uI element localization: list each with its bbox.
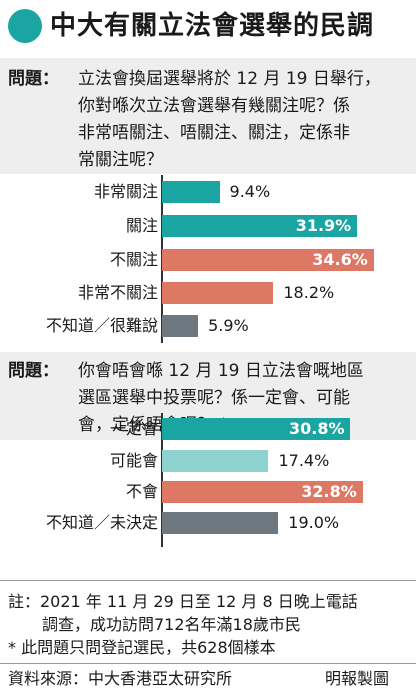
- category-label: 不知道／未決定: [45, 513, 158, 532]
- value-label: 18.2%: [283, 283, 335, 302]
- bar: [162, 512, 279, 534]
- category-label: 關注: [125, 216, 158, 235]
- question-1-text: 立法會換屆選舉將於 12 月 19 日舉行， 你對喺次立法會選舉有幾關注呢？係 …: [78, 66, 410, 174]
- notes-divider: [0, 580, 416, 581]
- category-label: 非常不關注: [77, 283, 158, 302]
- bar: [162, 481, 363, 503]
- bar: [162, 315, 199, 337]
- source-text: 資料來源：中大香港亞太研究所: [8, 669, 233, 688]
- value-label: 30.8%: [288, 419, 345, 438]
- source-divider: [0, 663, 416, 664]
- chart-axis-line: [161, 413, 163, 547]
- note-survey-date: 註：2021 年 11 月 29 日至 12 月 8 日晚上電話: [8, 592, 358, 611]
- value-label: 9.4%: [229, 182, 271, 201]
- value-label: 5.9%: [208, 316, 249, 335]
- credit-text: 明報製圖: [325, 669, 390, 688]
- value-label: 19.0%: [288, 513, 340, 532]
- question-1-line: 你對喺次立法會選舉有幾關注呢？係: [78, 96, 350, 116]
- value-label: 17.4%: [278, 451, 330, 470]
- question-1-line: 非常唔關注、唔關注、關注，定係非: [78, 123, 350, 143]
- question-1-panel: 問題： 立法會換屆選舉將於 12 月 19 日舉行， 你對喺次立法會選舉有幾關注…: [0, 58, 416, 174]
- note-sample: 調查，成功訪問712名年滿18歲市民: [42, 615, 301, 634]
- question-1-line: 立法會換屆選舉將於 12 月 19 日舉行，: [78, 69, 381, 89]
- bar: [162, 418, 351, 440]
- category-label: 一定會: [109, 419, 158, 438]
- bar: [162, 215, 358, 237]
- question-2-line: 選區選舉中投票呢？係一定會、可能: [78, 388, 350, 408]
- bar: [162, 249, 374, 271]
- value-label: 31.9%: [295, 216, 352, 235]
- question-1-line: 常關注呢？: [78, 150, 163, 170]
- chart-axis-line: [161, 175, 163, 343]
- header: 中大有關立法會選舉的民調: [0, 0, 416, 52]
- title-dot-icon: [8, 9, 42, 43]
- category-label: 不知道／很難說: [45, 316, 158, 335]
- category-label: 可能會: [109, 451, 158, 470]
- bar: [162, 282, 274, 304]
- question-1-label: 問題：: [8, 69, 59, 89]
- note-registered-voters: * 此問題只問登記選民，共628個樣本: [8, 638, 276, 657]
- bar: [162, 181, 220, 203]
- question-2-label: 問題：: [8, 361, 59, 381]
- bar: [162, 450, 269, 472]
- category-label: 不關注: [109, 250, 158, 269]
- value-label: 34.6%: [312, 250, 368, 269]
- value-label: 32.8%: [301, 482, 357, 501]
- page-title: 中大有關立法會選舉的民調: [50, 11, 375, 41]
- question-2-line: 你會唔會喺 12 月 19 日立法會嘅地區: [78, 361, 364, 381]
- category-label: 不會: [125, 482, 158, 501]
- category-label: 非常關注: [93, 182, 158, 201]
